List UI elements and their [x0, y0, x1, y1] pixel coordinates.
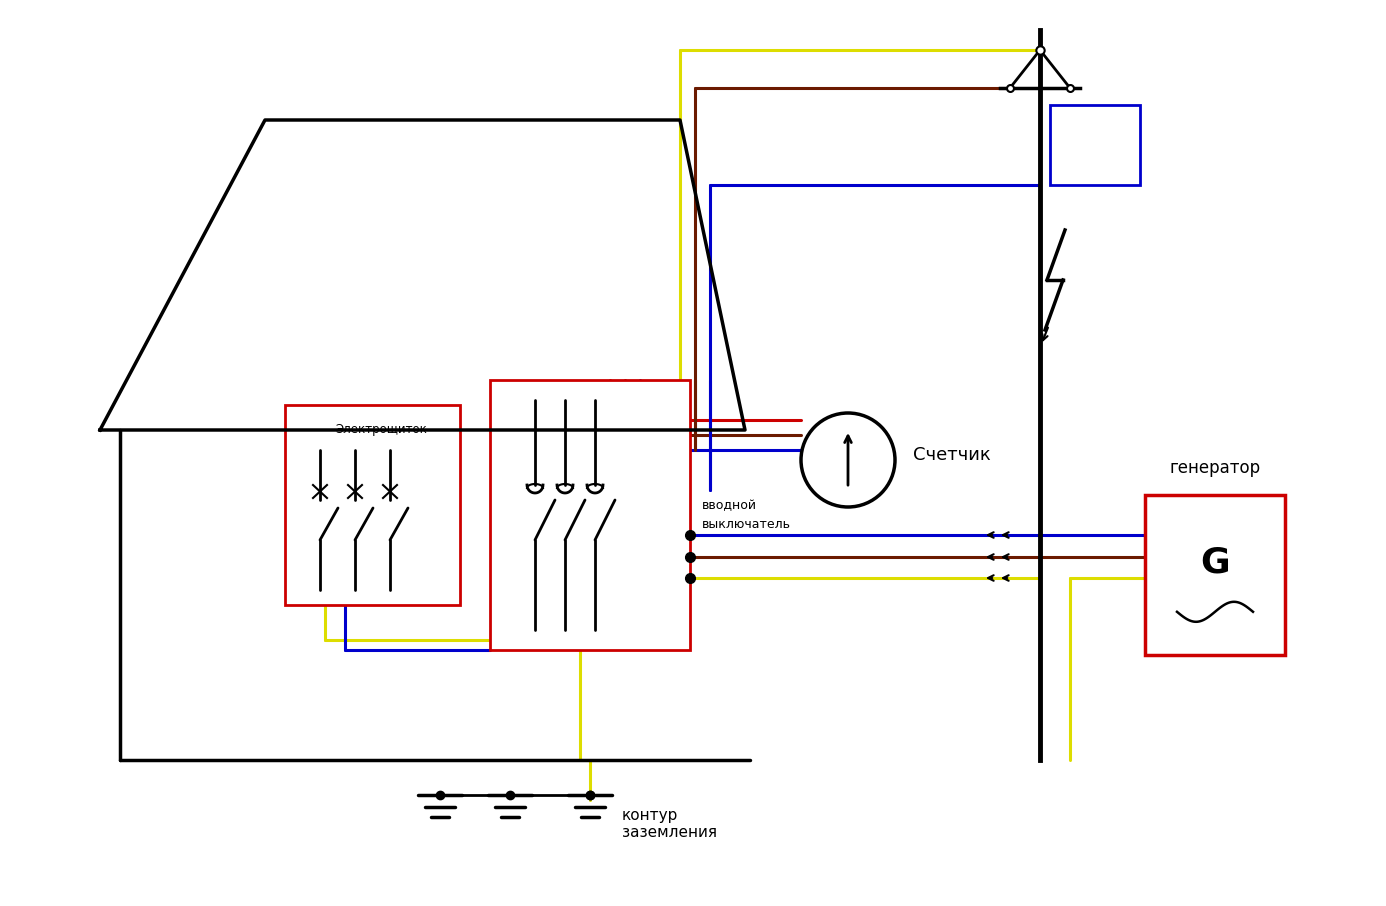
Text: Электрощиток: Электрощиток: [335, 423, 427, 436]
Text: Счетчик: Счетчик: [913, 446, 991, 464]
Bar: [1051, 105, 1141, 185]
Bar: [286, 405, 460, 605]
Text: контур
заземления: контур заземления: [622, 808, 717, 841]
Text: вводной
выключатель: вводной выключатель: [701, 499, 791, 531]
Circle shape: [801, 413, 895, 507]
Text: G: G: [1200, 545, 1229, 579]
Bar: [491, 380, 690, 650]
Bar: [1145, 495, 1285, 655]
Text: генератор: генератор: [1170, 459, 1260, 477]
